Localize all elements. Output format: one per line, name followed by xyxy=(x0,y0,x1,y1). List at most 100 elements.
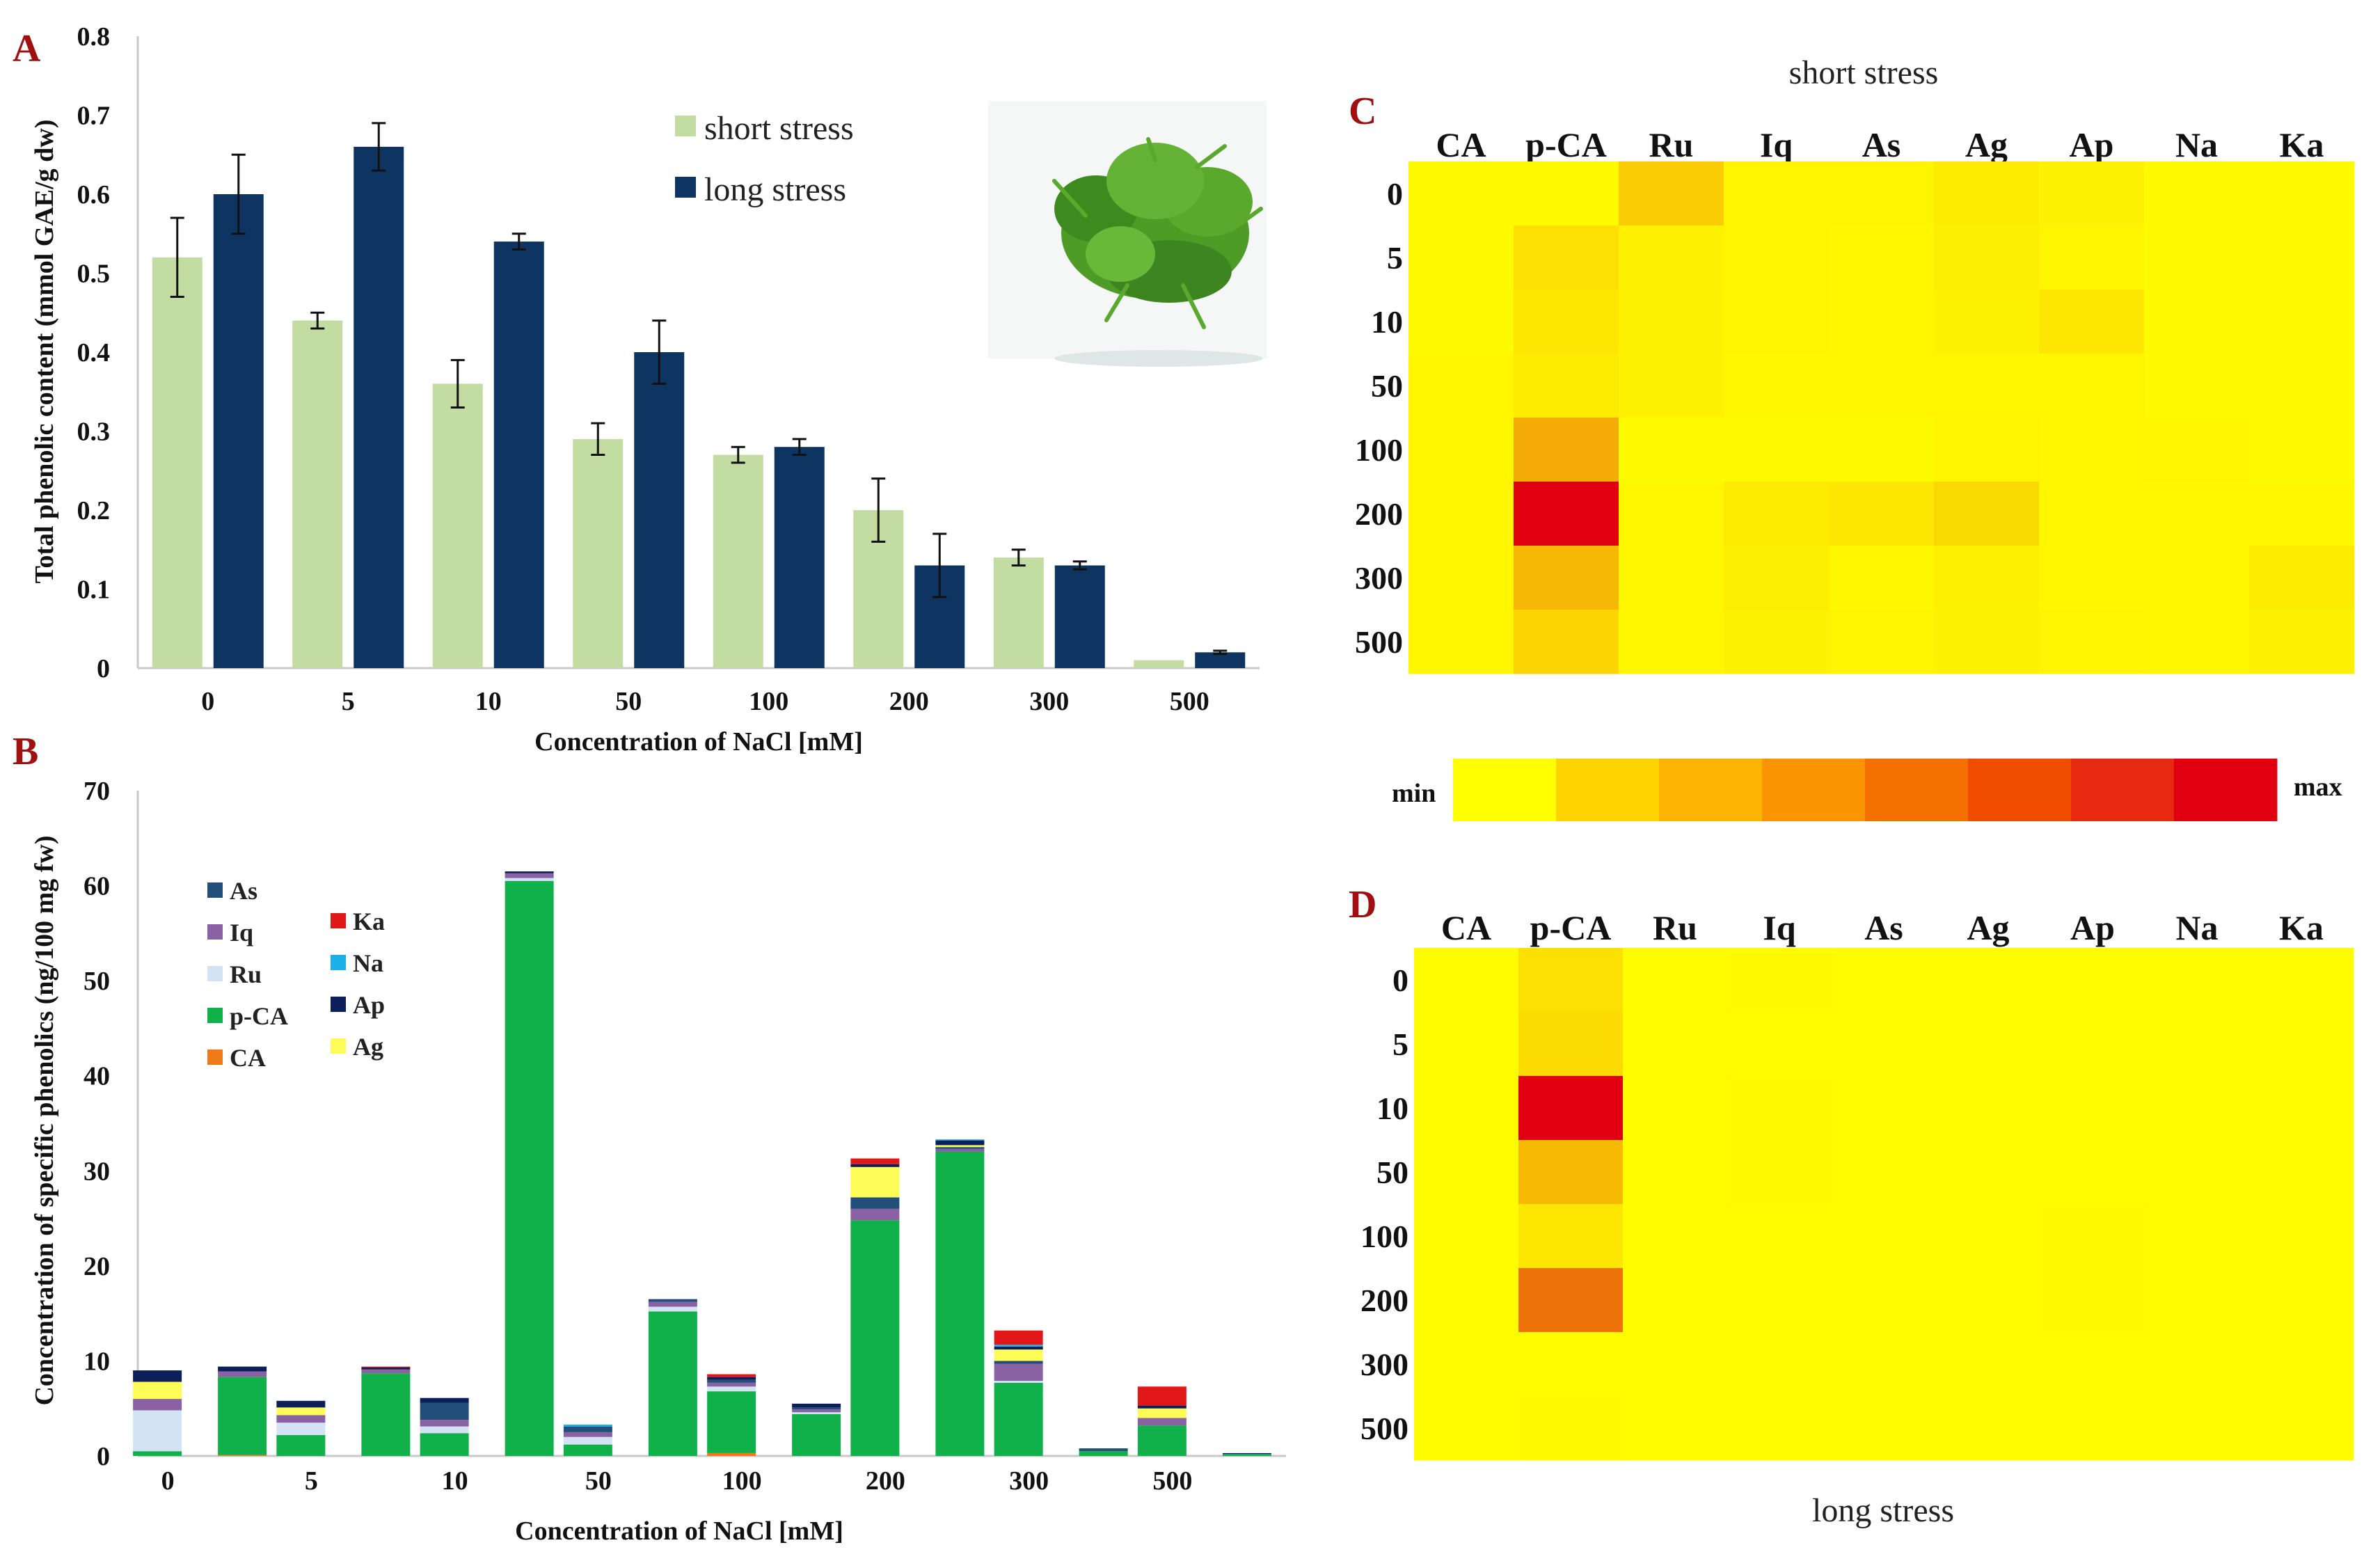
colorbar-cell xyxy=(1556,759,1660,821)
panel-b-segment-p-ca xyxy=(994,1382,1043,1456)
panel-b-segment-ap xyxy=(133,1370,182,1382)
panel-a-bar-short xyxy=(432,383,483,668)
panel-b-letter: B xyxy=(13,730,38,773)
panel-d-cell xyxy=(1832,948,1937,1013)
panel-c-cells xyxy=(1408,161,2355,674)
panel-b-x-title: Concentration of NaCl [mM] xyxy=(515,1516,843,1546)
panel-c-cell xyxy=(1619,161,1724,226)
panel-b-segment-ap xyxy=(1222,1452,1271,1455)
panel-b-segment-ca xyxy=(218,1455,267,1456)
panel-a-error-bar xyxy=(231,153,246,235)
panel-c-cell xyxy=(1934,418,2040,482)
panel-d-col-label: Iq xyxy=(1763,908,1795,947)
panel-b-segment-as xyxy=(850,1197,900,1209)
panel-a-x-tick-label: 50 xyxy=(615,687,642,716)
panel-b-segment-p-ca xyxy=(505,880,554,1456)
panel-b-segment-ag xyxy=(994,1349,1043,1361)
panel-d-cell xyxy=(1727,1076,1832,1141)
panel-b-legend: As Iq Ru p-CA CA Ka Na Ap Ag xyxy=(207,877,385,1072)
panel-d-row-label: 0 xyxy=(1392,963,1408,998)
panel-c-cell xyxy=(1829,225,1935,290)
panel-c-cell xyxy=(1829,290,1935,354)
panel-c-row-label: 0 xyxy=(1387,176,1403,212)
panel-d-title: long stress xyxy=(1812,1492,1954,1529)
panel-b-segment-ru xyxy=(994,1381,1043,1383)
panel-c-letter: C xyxy=(1349,90,1376,133)
panel-d-cell xyxy=(1518,1268,1624,1333)
moss-photo xyxy=(988,101,1267,367)
panel-a-y-tick-label: 0.1 xyxy=(77,576,111,605)
panel-d-cell xyxy=(1623,1268,1728,1333)
panel-b-y-tick-label: 40 xyxy=(84,1062,110,1091)
panel-d-cell xyxy=(2145,1140,2250,1205)
panel-a-bar-short xyxy=(152,257,203,668)
panel-d-row-label: 5 xyxy=(1392,1027,1408,1062)
panel-c-cell xyxy=(1829,161,1935,226)
panel-b-segment-na xyxy=(935,1139,985,1141)
panel-d-cell xyxy=(2249,1268,2354,1333)
panel-a-bar-long xyxy=(1054,565,1105,668)
panel-c-cell xyxy=(1514,418,1619,482)
panel-d-cell xyxy=(1518,948,1624,1013)
panel-c-row-label: 200 xyxy=(1355,496,1403,532)
panel-c-cell xyxy=(1829,610,1935,674)
panel-c-cell xyxy=(2144,610,2250,674)
panel-b-x-tick-label: 500 xyxy=(1152,1466,1192,1496)
panel-c-cell xyxy=(1934,482,2040,546)
panel-b-segment-as xyxy=(707,1379,756,1383)
panel-a-bar-short xyxy=(713,454,763,668)
panel-a-y-tick-label: 0.3 xyxy=(77,418,111,447)
panel-b-segment-ka xyxy=(361,1366,411,1368)
panel-a-error-bar xyxy=(1213,649,1228,656)
panel-d-cell xyxy=(1936,1268,2041,1333)
panel-b-segment-ka xyxy=(1137,1386,1186,1406)
panel-d-cell xyxy=(1936,1140,2041,1205)
panel-b-segment-ap xyxy=(505,871,554,873)
panel-b-x-tick-label: 50 xyxy=(585,1466,612,1496)
panel-d-cell xyxy=(1832,1396,1937,1461)
panel-c-cell xyxy=(2039,610,2145,674)
panel-b-y-tick-label: 20 xyxy=(84,1252,110,1281)
panel-c-cell xyxy=(1514,354,1619,418)
panel-b-segment-p-ca xyxy=(648,1311,697,1456)
panel-b-segment-iq xyxy=(648,1301,697,1307)
panel-c-cell xyxy=(2144,546,2250,610)
panel-c-cell xyxy=(1408,418,1514,482)
panel-b-segment-p-ca xyxy=(563,1444,612,1456)
panel-d-col-label: Ap xyxy=(2070,908,2115,947)
panel-a-y-tick-label: 0.7 xyxy=(77,102,111,131)
legend-label-long-stress: long stress xyxy=(704,171,846,208)
panel-d-cell xyxy=(1623,1140,1728,1205)
panel-c-cell xyxy=(1619,354,1724,418)
panel-c-cell xyxy=(2249,610,2355,674)
panel-b-segment-ap xyxy=(1137,1405,1186,1409)
panel-b-segment-iq xyxy=(994,1363,1043,1381)
panel-b-x-tick-label: 5 xyxy=(305,1466,318,1496)
panel-d-column-labels: CA p-CA Ru Iq As Ag Ap Na Ka xyxy=(1441,908,2324,947)
legend-label-p-ca: p-CA xyxy=(230,1002,288,1030)
colorbar-cell xyxy=(1968,759,2072,821)
panel-b-segment-ap xyxy=(276,1400,326,1408)
panel-a-error-bar xyxy=(932,532,947,599)
panel-c-row-label: 10 xyxy=(1371,304,1403,340)
panel-d-cell xyxy=(1414,1204,1519,1269)
panel-b-y-tick-label: 50 xyxy=(84,967,110,996)
panel-d-cell xyxy=(1832,1012,1937,1077)
panel-c-cell xyxy=(1514,290,1619,354)
panel-d-col-label: p-CA xyxy=(1530,908,1612,947)
panel-d-cell xyxy=(1727,1268,1832,1333)
panel-b-segment-ca xyxy=(707,1452,756,1456)
panel-a-x-tick-label: 0 xyxy=(201,687,214,716)
panel-b-y-title: Concentration of specific phenolics (ng/… xyxy=(30,835,59,1405)
panel-c-title: short stress xyxy=(1789,54,1939,91)
panel-c-col-label: p-CA xyxy=(1525,125,1607,164)
panel-b-segment-ru xyxy=(648,1306,697,1312)
panel-d-cell xyxy=(2145,1204,2250,1269)
panel-b-x-tick-label: 300 xyxy=(1009,1466,1049,1496)
panel-b-segment-ap xyxy=(707,1377,756,1380)
panel-b: B 0 10 20 30 40 50 60 70 0 5 10 50 100 200 300 500 Con… xyxy=(13,730,1286,1546)
legend-label-as: As xyxy=(230,877,257,905)
panel-c-cell xyxy=(1829,482,1935,546)
panel-c-cell xyxy=(1724,610,1830,674)
